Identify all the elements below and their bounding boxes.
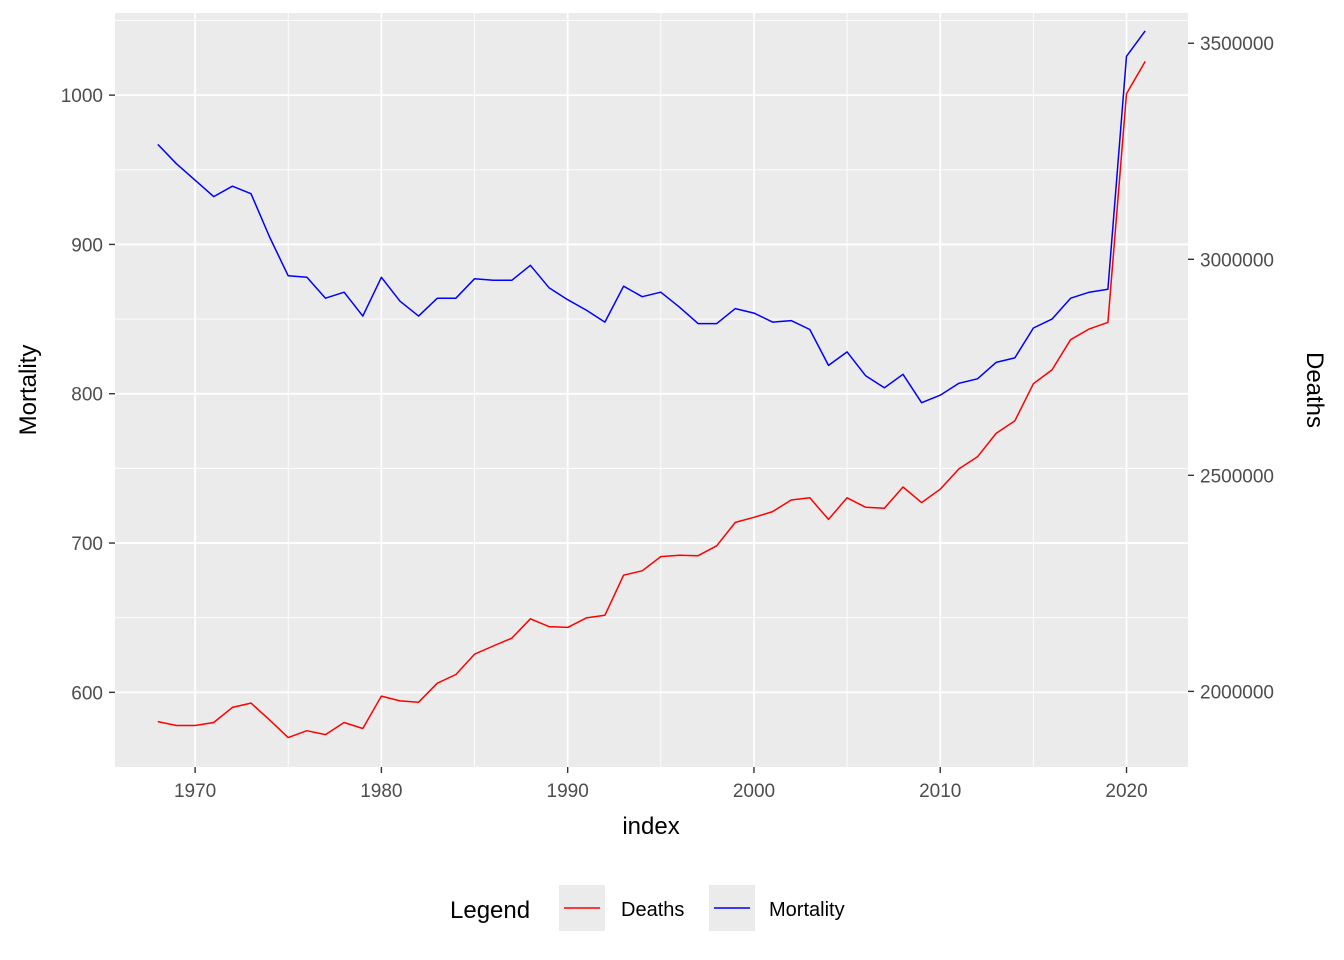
x-tick-label: 1970	[174, 781, 216, 802]
x-axis-title: index	[622, 813, 679, 840]
series-lines	[157, 30, 1146, 739]
x-tick-label: 1990	[547, 781, 589, 802]
axis-ticks	[109, 42, 1194, 773]
plot-panel	[115, 13, 1188, 767]
legend-label-mortality: Mortality	[769, 899, 845, 921]
x-tick-label: 2010	[919, 781, 961, 802]
legend-label-deaths: Deaths	[621, 899, 684, 921]
x-tick-label: 2000	[733, 781, 775, 802]
legend-title: Legend	[450, 897, 530, 924]
y-tick-label-left: 700	[71, 534, 103, 555]
legend: Legend Deaths Mortality	[450, 885, 845, 931]
y-tick-label-right: 3500000	[1200, 34, 1274, 55]
grid-major	[115, 13, 1188, 767]
tick-labels: 1970 1980 1990 2000 2010 2020 600 700 800 900 1000…	[61, 34, 1274, 802]
x-tick-label: 1980	[360, 781, 402, 802]
grid-minor	[115, 13, 1188, 767]
x-tick-label: 2020	[1105, 781, 1147, 802]
y-tick-label-right: 2000000	[1200, 682, 1274, 703]
y-axis-title-right: Deaths	[1301, 352, 1328, 428]
series-line-deaths	[157, 61, 1146, 739]
y-tick-label-right: 2500000	[1200, 466, 1274, 487]
series-line-mortality	[157, 30, 1146, 404]
y-tick-label-left: 1000	[61, 86, 103, 107]
y-tick-label-left: 800	[71, 385, 103, 406]
y-tick-label-left: 900	[71, 235, 103, 256]
y-axis-title-left: Mortality	[15, 345, 42, 436]
y-tick-label-right: 3000000	[1200, 250, 1274, 271]
y-tick-label-left: 600	[71, 683, 103, 704]
